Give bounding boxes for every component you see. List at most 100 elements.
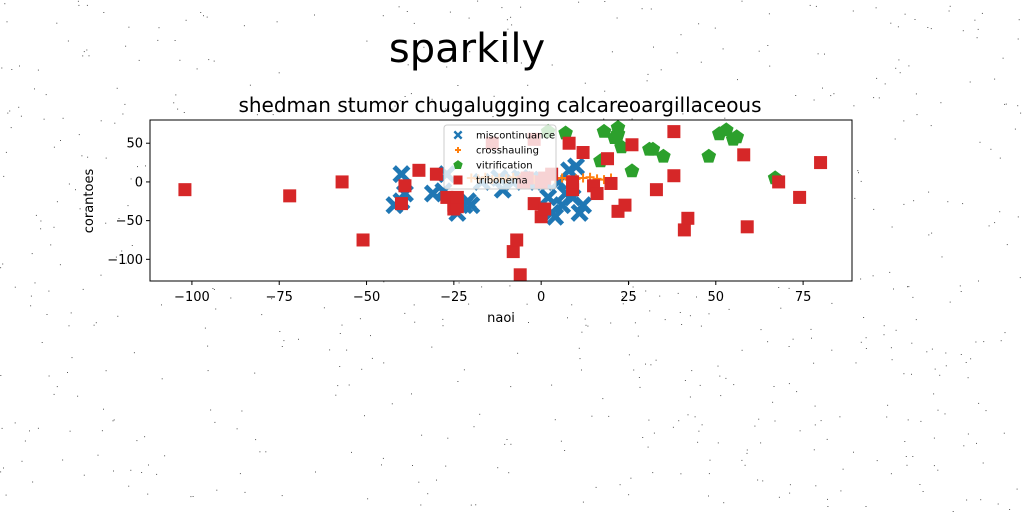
speckle-dot	[930, 125, 932, 127]
data-point-tribonema	[178, 183, 192, 197]
speckle-dot	[999, 157, 1001, 159]
speckle-dot	[145, 165, 146, 167]
speckle-dot	[717, 365, 719, 367]
speckle-dot	[628, 354, 630, 356]
speckle-dot	[87, 156, 89, 158]
speckle-dot	[720, 395, 722, 397]
speckle-dot	[778, 287, 780, 288]
speckle-dot	[204, 327, 206, 329]
speckle-dot	[722, 48, 724, 50]
speckle-dot	[928, 191, 930, 193]
speckle-dot	[579, 358, 581, 360]
speckle-dot	[927, 27, 929, 28]
speckle-dot	[105, 222, 107, 224]
speckle-dot	[528, 322, 529, 323]
speckle-dot	[723, 502, 725, 504]
speckle-dot	[56, 386, 58, 388]
speckle-dot	[714, 27, 716, 29]
speckle-dot	[83, 474, 85, 476]
speckle-dot	[854, 197, 856, 199]
speckle-dot	[551, 64, 553, 66]
speckle-dot	[634, 322, 636, 324]
speckle-dot	[0, 267, 2, 269]
speckle-dot	[156, 473, 158, 475]
x-tick-label: −100	[174, 290, 210, 305]
x-tick-label: 50	[708, 290, 725, 305]
speckle-dot	[504, 443, 506, 445]
speckle-dot	[908, 286, 910, 288]
figure-suptitle: sparkily	[389, 26, 545, 72]
speckle-dot	[93, 324, 95, 326]
speckle-dot	[261, 314, 263, 316]
speckle-dot	[383, 281, 385, 283]
speckle-dot	[1014, 128, 1016, 130]
speckle-dot	[207, 370, 209, 372]
speckle-dot	[949, 301, 951, 303]
speckle-dot	[79, 208, 81, 210]
speckle-dot	[580, 111, 582, 113]
speckle-dot	[719, 375, 721, 377]
speckle-dot	[458, 282, 460, 284]
speckle-dot	[506, 19, 508, 21]
speckle-dot	[645, 290, 647, 292]
speckle-dot	[913, 200, 915, 202]
speckle-dot	[392, 108, 394, 110]
speckle-dot	[70, 312, 72, 314]
speckle-dot	[367, 498, 369, 500]
speckle-dot	[59, 264, 61, 266]
speckle-dot	[795, 95, 797, 96]
speckle-dot	[236, 428, 238, 430]
speckle-dot	[939, 374, 941, 376]
speckle-dot	[788, 383, 790, 385]
speckle-dot	[647, 446, 649, 448]
speckle-dot	[281, 346, 283, 347]
speckle-dot	[897, 26, 899, 28]
speckle-dot	[642, 437, 644, 438]
speckle-dot	[891, 226, 893, 228]
speckle-dot	[399, 100, 401, 102]
speckle-dot	[741, 0, 743, 2]
speckle-dot	[863, 317, 865, 318]
plot-frame	[149, 119, 853, 282]
speckle-dot	[62, 117, 64, 119]
speckle-dot	[933, 393, 935, 395]
speckle-dot	[648, 419, 650, 421]
speckle-dot	[103, 12, 105, 13]
speckle-dot	[56, 201, 58, 203]
speckle-dot	[414, 321, 416, 323]
speckle-dot	[95, 322, 97, 324]
speckle-dot	[91, 211, 92, 212]
speckle-dot	[457, 381, 459, 382]
speckle-dot	[981, 12, 983, 14]
speckle-dot	[510, 386, 512, 388]
speckle-dot	[14, 422, 16, 424]
speckle-dot	[100, 274, 102, 276]
speckle-dot	[173, 102, 175, 104]
speckle-dot	[969, 81, 971, 83]
speckle-dot	[865, 506, 867, 507]
speckle-dot	[21, 460, 23, 462]
speckle-dot	[728, 308, 730, 310]
speckle-dot	[796, 391, 798, 393]
speckle-dot	[937, 469, 939, 471]
speckle-dot	[789, 492, 791, 494]
data-point-tribonema	[601, 152, 615, 166]
speckle-dot	[6, 21, 8, 23]
speckle-dot	[999, 211, 1001, 213]
data-point-tribonema	[618, 198, 632, 212]
speckle-dot	[699, 384, 701, 386]
speckle-dot	[174, 40, 176, 41]
speckle-dot	[701, 424, 703, 426]
speckle-dot	[650, 364, 652, 366]
speckle-dot	[933, 465, 935, 467]
data-point-tribonema	[412, 163, 426, 177]
y-tick-label: 50	[126, 137, 143, 152]
speckle-dot	[1009, 509, 1011, 510]
speckle-dot	[898, 59, 900, 61]
speckle-dot	[741, 459, 743, 461]
speckle-dot	[30, 305, 32, 307]
speckle-dot	[477, 0, 479, 2]
speckle-dot	[24, 440, 26, 442]
speckle-dot	[520, 62, 522, 64]
y-axis-ticks: −100 −50 0 50	[107, 137, 150, 268]
